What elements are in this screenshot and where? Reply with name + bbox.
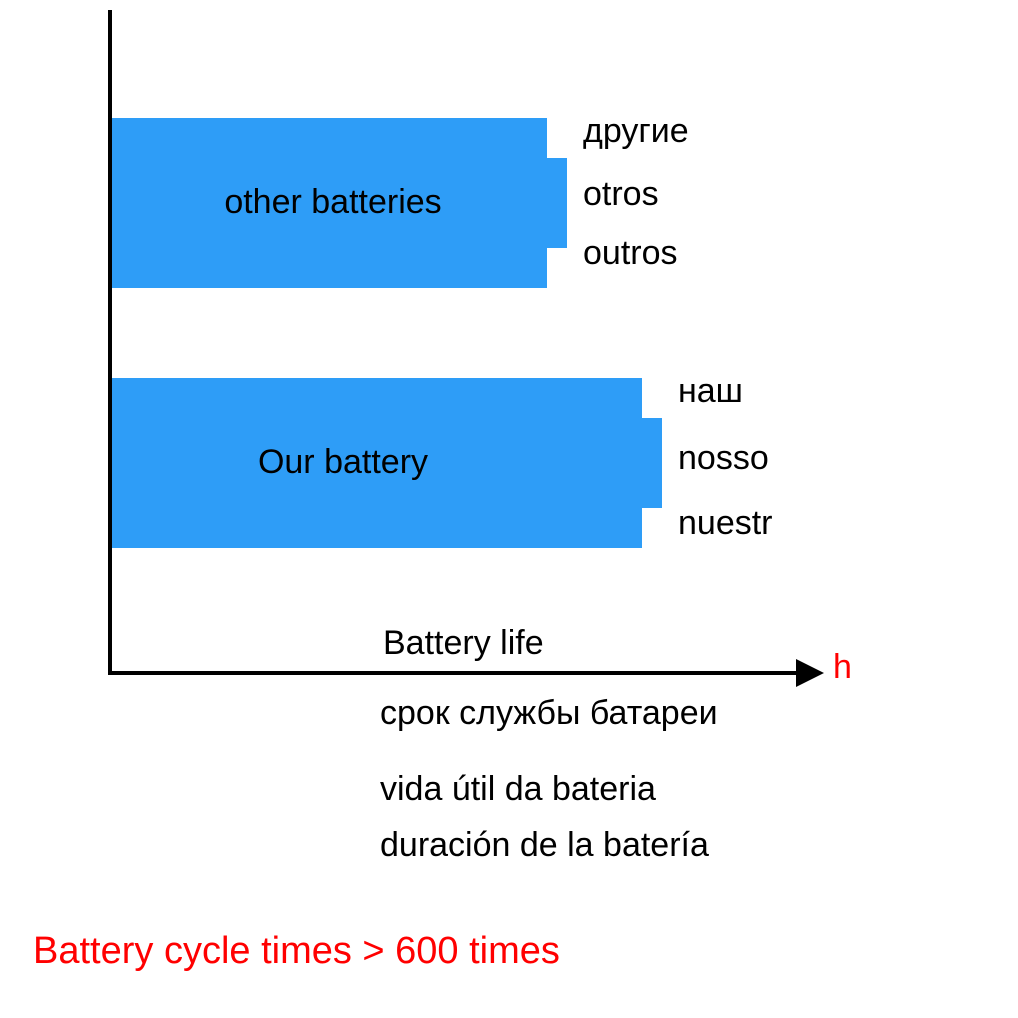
x-axis-translation-3: duración de la batería (380, 826, 709, 865)
x-axis-unit: h (833, 648, 852, 687)
x-axis (108, 671, 798, 675)
bar-other-batteries-cap (547, 158, 567, 248)
bar-our-battery-translation-3: nuestr (678, 500, 773, 548)
x-axis-translation-1: срок службы батареи (380, 694, 718, 733)
x-axis-label: Battery life (383, 624, 544, 663)
y-axis (108, 10, 112, 675)
bar-other-batteries-label: other batteries (168, 183, 498, 222)
bar-other-batteries-translation-3: outros (583, 230, 678, 278)
bar-our-battery-translation-2: nosso (678, 435, 769, 483)
x-axis-translation-2: vida útil da bateria (380, 770, 656, 809)
bar-our-battery-label: Our battery (223, 443, 463, 482)
bar-other-batteries-translation-1: другие (583, 108, 689, 156)
footer-text: Battery cycle times > 600 times (33, 930, 560, 973)
bar-our-battery-cap (642, 418, 662, 508)
x-axis-arrow (796, 659, 824, 687)
bar-our-battery-translation-1: наш (678, 368, 743, 416)
bar-other-batteries-translation-2: otros (583, 171, 659, 219)
chart-area: other batteries другие otros outros Our … (108, 10, 908, 690)
